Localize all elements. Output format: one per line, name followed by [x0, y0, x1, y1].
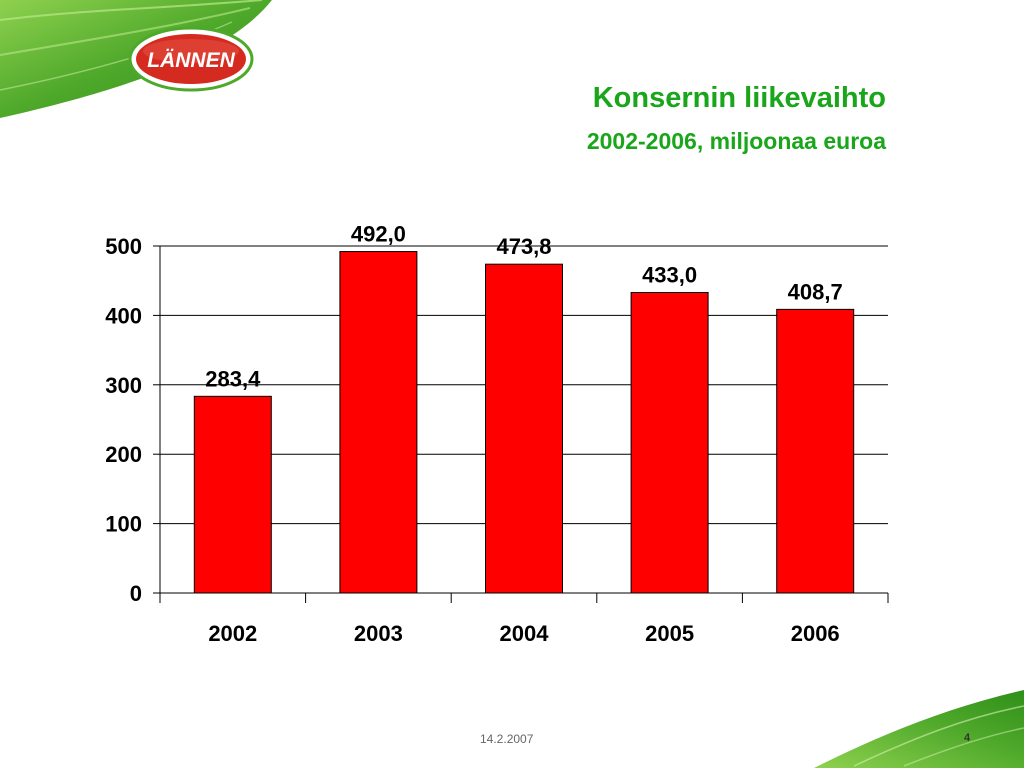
y-tick-label: 0 — [130, 581, 142, 606]
y-tick-label: 100 — [105, 512, 142, 537]
x-tick-label-2006: 2006 — [791, 621, 840, 646]
revenue-bar-chart: 0 100 200 300 400 500 283,4 2002 492,0 2003 473,8 2… — [105, 222, 889, 646]
y-tick-label: 500 — [105, 234, 142, 259]
y-tick-label: 300 — [105, 373, 142, 398]
bar-2004 — [485, 263, 563, 594]
bar-2006 — [776, 308, 855, 594]
slide-title: Konsernin liikevaihto — [592, 82, 886, 114]
data-label-2002: 283,4 — [205, 366, 261, 391]
footer-date: 14.2.2007 — [480, 732, 534, 746]
x-tick-label-2005: 2005 — [645, 621, 694, 646]
data-label-2005: 433,0 — [642, 262, 697, 287]
bar-2002 — [193, 395, 272, 594]
x-tick-label-2003: 2003 — [354, 621, 403, 646]
x-tick-label-2004: 2004 — [500, 621, 550, 646]
logo-text: LÄNNEN — [147, 49, 235, 72]
lannen-logo: LÄNNEN — [128, 26, 254, 92]
y-tick-label: 200 — [105, 442, 142, 467]
slide-subtitle: 2002-2006, miljoonaa euroa — [586, 128, 886, 154]
data-label-2004: 473,8 — [496, 234, 551, 259]
bar-2003 — [339, 251, 418, 594]
y-tick-label: 400 — [105, 303, 142, 328]
page-number: 4 — [964, 732, 971, 744]
data-label-2003: 492,0 — [351, 222, 406, 247]
data-label-2006: 408,7 — [788, 279, 843, 304]
bar-2005 — [630, 291, 709, 594]
x-tick-label-2002: 2002 — [208, 621, 257, 646]
